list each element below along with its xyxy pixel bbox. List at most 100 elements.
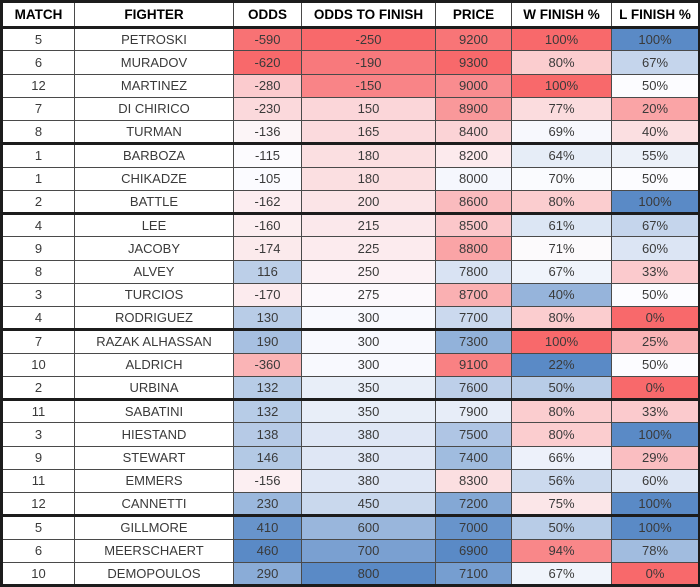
cell-w-finish: 22% [511,352,612,377]
cell-match: 6 [1,50,75,75]
cell-fighter: URBINA [74,375,234,402]
cell-odds: -162 [233,189,302,216]
cell-odds: -360 [233,352,302,377]
cell-odds: 460 [233,538,302,563]
cell-match: 7 [1,329,75,354]
cell-fighter: RAZAK ALHASSAN [74,329,234,354]
cell-otf: 600 [301,515,436,540]
header-row: MATCH FIGHTER ODDS ODDS TO FINISH PRICE … [1,1,700,29]
cell-fighter: DI CHIRICO [74,96,234,122]
table-row: 6 MURADOV -620 -190 9300 80% 67% [1,50,700,75]
cell-match: 8 [1,259,75,284]
cell-odds: -590 [233,26,302,52]
cell-match: 5 [1,515,75,540]
cell-w-finish: 66% [511,445,612,470]
cell-l-finish: 33% [611,259,700,284]
cell-fighter: TURMAN [74,119,234,146]
cell-fighter: TURCIOS [74,282,234,308]
cell-fighter: STEWART [74,445,234,470]
cell-otf: -250 [301,26,436,52]
table-row: 5 PETROSKI -590 -250 9200 100% 100% [1,26,700,52]
cell-odds: -230 [233,96,302,122]
cell-w-finish: 61% [511,212,612,238]
cell-w-finish: 80% [511,50,612,75]
cell-l-finish: 40% [611,119,700,146]
cell-match: 7 [1,96,75,122]
table-row: 10 ALDRICH -360 300 9100 22% 50% [1,352,700,377]
cell-l-finish: 100% [611,515,700,540]
cell-fighter: JACOBY [74,236,234,261]
cell-l-finish: 100% [611,26,700,52]
cell-fighter: CHIKADZE [74,166,234,191]
cell-odds: 410 [233,515,302,540]
cell-otf: 380 [301,468,436,494]
cell-l-finish: 0% [611,561,700,587]
cell-price: 9100 [435,352,512,377]
cell-otf: 380 [301,445,436,470]
cell-price: 7600 [435,375,512,402]
cell-otf: 180 [301,166,436,191]
cell-w-finish: 64% [511,143,612,168]
cell-fighter: SABATINI [74,398,234,424]
table-row: 3 TURCIOS -170 275 8700 40% 50% [1,282,700,308]
cell-price: 7000 [435,515,512,540]
cell-odds: -280 [233,73,302,98]
cell-price: 9200 [435,26,512,52]
cell-l-finish: 100% [611,491,700,518]
cell-price: 6900 [435,538,512,563]
cell-l-finish: 50% [611,73,700,98]
cell-w-finish: 71% [511,236,612,261]
table-row: 10 DEMOPOULOS 290 800 7100 67% 0% [1,561,700,587]
cell-price: 8400 [435,119,512,146]
cell-otf: 380 [301,422,436,447]
cell-otf: -190 [301,50,436,75]
cell-w-finish: 80% [511,189,612,216]
cell-price: 7700 [435,305,512,332]
table-row: 7 DI CHIRICO -230 150 8900 77% 20% [1,96,700,122]
cell-match: 4 [1,212,75,238]
table-row: 7 RAZAK ALHASSAN 190 300 7300 100% 25% [1,329,700,354]
cell-w-finish: 67% [511,561,612,587]
cell-fighter: DEMOPOULOS [74,561,234,587]
cell-odds: -115 [233,143,302,168]
cell-odds: 290 [233,561,302,587]
cell-price: 8700 [435,282,512,308]
cell-l-finish: 25% [611,329,700,354]
cell-price: 7400 [435,445,512,470]
cell-w-finish: 94% [511,538,612,563]
cell-price: 8300 [435,468,512,494]
col-header-l-finish: L FINISH % [611,1,700,29]
cell-match: 11 [1,398,75,424]
cell-otf: -150 [301,73,436,98]
table-row: 3 HIESTAND 138 380 7500 80% 100% [1,422,700,447]
cell-match: 12 [1,73,75,98]
cell-odds: -156 [233,468,302,494]
col-header-price: PRICE [435,1,512,29]
cell-w-finish: 56% [511,468,612,494]
cell-odds: -105 [233,166,302,191]
cell-otf: 300 [301,352,436,377]
cell-odds: 130 [233,305,302,332]
cell-otf: 165 [301,119,436,146]
table-row: 12 CANNETTI 230 450 7200 75% 100% [1,491,700,518]
cell-w-finish: 100% [511,73,612,98]
cell-w-finish: 70% [511,166,612,191]
table-row: 6 MEERSCHAERT 460 700 6900 94% 78% [1,538,700,563]
cell-l-finish: 50% [611,352,700,377]
cell-match: 2 [1,189,75,216]
cell-price: 7500 [435,422,512,447]
cell-fighter: BARBOZA [74,143,234,168]
cell-l-finish: 33% [611,398,700,424]
cell-l-finish: 100% [611,189,700,216]
cell-odds: -174 [233,236,302,261]
cell-otf: 150 [301,96,436,122]
cell-fighter: HIESTAND [74,422,234,447]
cell-l-finish: 50% [611,166,700,191]
cell-l-finish: 55% [611,143,700,168]
cell-price: 7300 [435,329,512,354]
cell-fighter: LEE [74,212,234,238]
col-header-odds-to-finish: ODDS TO FINISH [301,1,436,29]
cell-fighter: PETROSKI [74,26,234,52]
cell-otf: 700 [301,538,436,563]
cell-price: 8600 [435,189,512,216]
